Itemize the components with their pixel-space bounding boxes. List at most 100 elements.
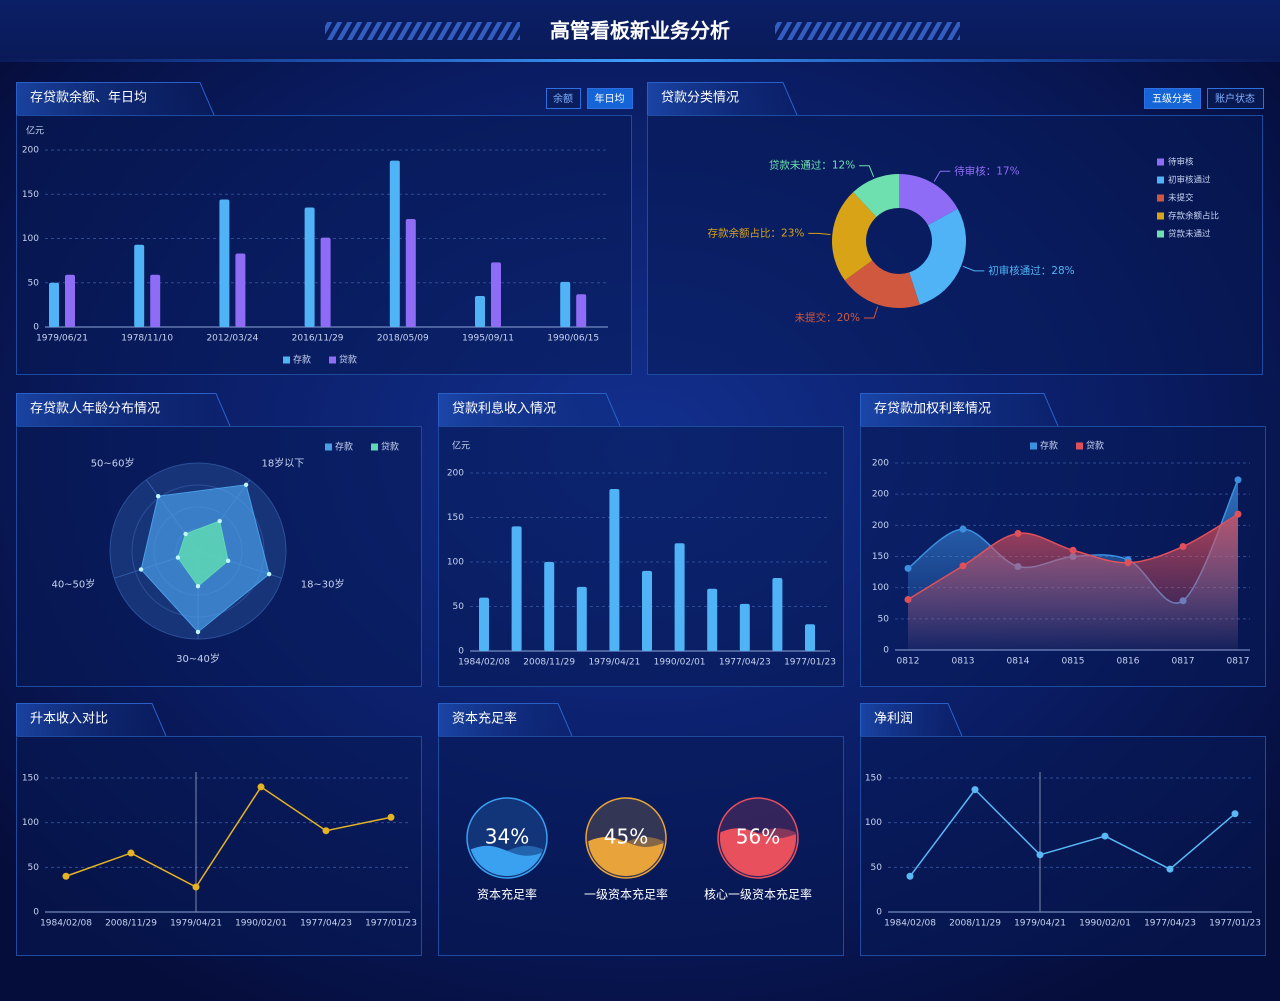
radar-label: 40~50岁 [51,577,95,590]
x-tick-label: 1977/04/23 [719,658,771,668]
bar [320,237,331,327]
x-tick-label: 1978/11/10 [121,334,173,344]
legend-swatch [329,356,336,364]
radar-point [195,584,201,589]
leader-line [863,306,879,319]
y-tick-label: 200 [872,459,889,469]
tab-button[interactable] [587,88,633,109]
radar-point [243,482,249,487]
leader-line [808,232,831,236]
panel-tab-edge [438,703,573,737]
panel-tab-edge [16,703,167,737]
point [971,786,979,794]
y-tick-label: 100 [22,818,39,828]
legend-swatch [371,443,378,451]
panel [16,736,422,956]
radar-label: 30~40岁 [176,652,220,665]
x-tick-label: 2012/03/24 [206,334,258,344]
legend-label: 贷款 [339,354,357,366]
bar [739,603,750,651]
y-tick-label: 150 [447,513,464,523]
panel-tab-edge [860,393,1059,427]
y-tick-label: 0 [876,908,882,918]
panel-tab [860,393,1058,426]
slice [831,192,877,281]
radar-area [177,520,229,587]
point [1014,529,1022,537]
legend-label: 待审核 [1168,157,1194,168]
legend-swatch [1157,176,1164,184]
legend-swatch [1076,442,1083,450]
x-tick-label: 0814 [1007,657,1030,667]
tab-label[interactable]: 余额 [553,92,573,105]
x-tick-label: 1984/02/08 [884,919,936,929]
y-tick-label: 50 [453,602,465,612]
leader-line [933,170,951,182]
x-tick-label: 1979/06/21 [36,334,88,344]
radar-point [183,531,188,537]
legend-label: 初审核通过 [1168,175,1211,186]
y-tick-label: 50 [878,614,890,624]
point [904,564,912,572]
leader-line [859,165,875,178]
header-glow [0,59,1280,62]
y-tick-label: 0 [33,908,39,918]
x-tick-label: 1984/02/08 [458,658,510,668]
x-tick-label: 1979/04/21 [1014,919,1066,929]
line [909,788,1236,877]
slice [899,174,958,226]
area [908,514,1238,650]
panel-tab [647,82,797,115]
x-tick-label: 2008/11/29 [523,658,575,668]
panel-tab [860,703,962,736]
header-decoration [775,22,960,40]
radar-label: 18岁以下 [261,457,304,470]
tab-label[interactable]: 账户状态 [1215,92,1255,105]
x-tick-label: 2008/11/29 [105,919,157,929]
x-tick-label: 0813 [952,657,975,667]
y-tick-label: 100 [865,818,882,828]
bar [134,244,145,327]
slice [844,260,920,309]
slice-label: 初审核通过：28% [988,264,1074,277]
liquid-value: 56% [736,825,780,849]
y-tick-label: 100 [447,558,464,568]
header-decoration [325,22,520,40]
point [1069,546,1077,554]
tab-button[interactable] [546,88,581,109]
point [959,525,967,533]
tab-button[interactable] [1207,88,1264,109]
bar [674,543,685,651]
point [1124,559,1132,567]
line [65,785,392,888]
point [1101,832,1109,840]
y-tick-label: 50 [28,863,40,873]
liquid-label: 核心一级资本充足率 [704,887,812,902]
x-tick-label: 1984/02/08 [40,919,92,929]
point [62,872,70,880]
bar [544,562,555,651]
point [192,883,200,891]
radar-label: 18~30岁 [301,577,345,590]
x-tick-label: 1977/01/23 [365,919,417,929]
tab-button[interactable] [1144,88,1201,109]
radar-point [138,567,144,572]
liquid-label: 资本充足率 [477,887,537,902]
panel-tab-edge [647,82,798,116]
point [1036,851,1044,859]
y-tick-label: 50 [871,863,883,873]
panel-tab-edge [16,393,231,427]
bar [491,262,501,327]
bar [805,624,815,651]
panel-tab-edge [16,82,215,116]
radar-point [225,558,231,563]
tab-label[interactable]: 年日均 [595,92,625,105]
legend-swatch [1157,194,1164,202]
x-tick-label: 1990/02/01 [654,658,706,668]
radar-point [195,629,201,635]
tab-label[interactable]: 五级分类 [1152,92,1192,105]
x-tick-label: 1990/02/01 [1079,919,1131,929]
point [904,596,912,604]
x-tick-label: 1977/01/23 [784,658,836,668]
panel-title: 存贷款加权利率情况 [874,401,991,417]
